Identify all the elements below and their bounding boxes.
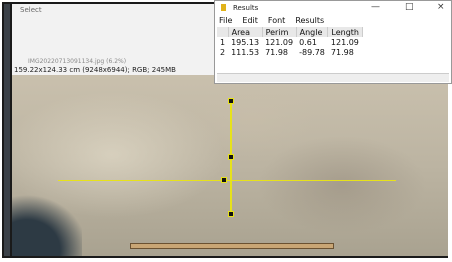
row-number: 1 xyxy=(217,37,228,47)
handle[interactable] xyxy=(221,177,227,183)
table-cell: 71.98 xyxy=(328,47,363,57)
table-cell: 195.13 xyxy=(228,37,262,47)
menu-item[interactable]: Font xyxy=(268,16,285,25)
scrollbar[interactable] xyxy=(217,73,449,82)
image-title: IMG20220713091134.jpg (6.2%) xyxy=(28,58,126,65)
header-cell xyxy=(217,27,228,37)
app-icon xyxy=(221,4,226,11)
table-cell: 0.61 xyxy=(296,37,328,47)
image-info: 159.22x124.33 cm (9248x6944); RGB; 245MB xyxy=(14,66,176,74)
table-cell: -89.78 xyxy=(296,47,328,57)
column-header: Angle xyxy=(296,27,328,37)
measure-line[interactable] xyxy=(58,180,396,181)
window-title: Results xyxy=(233,4,258,12)
row-number: 2 xyxy=(217,47,228,57)
ruler xyxy=(130,243,334,249)
window-title: Select xyxy=(20,6,42,14)
handle[interactable] xyxy=(228,98,234,104)
menu-item[interactable]: File xyxy=(219,16,232,25)
table-cell: 111.53 xyxy=(228,47,262,57)
column-header: Area xyxy=(228,27,262,37)
column-header: Perim xyxy=(262,27,296,37)
handle[interactable] xyxy=(228,211,234,217)
column-header: Length xyxy=(328,27,363,37)
screenshot: Select IMG20220713091134.jpg (6.2%) 159.… xyxy=(0,0,452,262)
table-cell: 121.09 xyxy=(262,37,296,47)
handle[interactable] xyxy=(228,154,234,160)
maximize-button[interactable]: □ xyxy=(405,2,414,12)
menu-item[interactable]: Results xyxy=(295,16,324,25)
background-window xyxy=(4,4,10,256)
menu-item[interactable]: Edit xyxy=(242,16,258,25)
shadow xyxy=(12,190,82,256)
menu-bar: File Edit Font Results xyxy=(219,16,324,25)
close-button[interactable]: × xyxy=(437,2,445,12)
table-cell: 121.09 xyxy=(328,37,363,47)
table-cell: 71.98 xyxy=(262,47,296,57)
minimize-button[interactable]: — xyxy=(371,2,380,12)
